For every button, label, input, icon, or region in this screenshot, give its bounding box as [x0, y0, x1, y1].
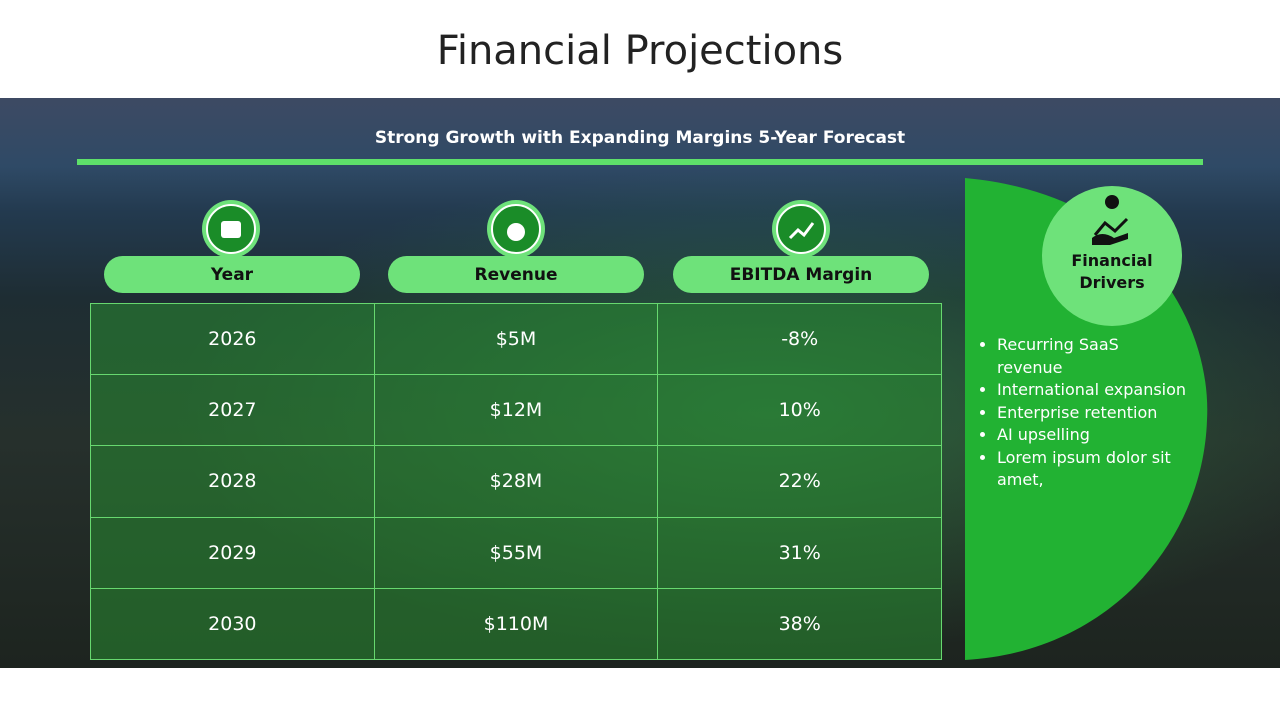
table-row: 2026 $5M -8% — [90, 302, 942, 376]
drivers-list: Recurring SaaS revenueInternational expa… — [978, 334, 1187, 492]
divider — [77, 159, 1203, 165]
title: Financial Projections — [436, 28, 844, 74]
table-cell: 10% — [657, 374, 942, 447]
table-row: 2027 $12M 10% — [90, 374, 942, 447]
table-cell: $12M — [373, 374, 659, 447]
drivers-circle — [1042, 186, 1182, 326]
table-cell: 2030 — [90, 587, 375, 661]
subtitle: Strong Growth with Expanding Margins 5-Y… — [374, 128, 906, 148]
column-header: Revenue — [388, 256, 644, 293]
table-row: 2028 $28M 22% — [90, 445, 942, 518]
drivers-title: Financial Drivers — [1071, 251, 1153, 292]
driver-item: Recurring SaaS revenue — [997, 334, 1187, 379]
table-cell: 2026 — [90, 302, 375, 376]
table-cell: 2029 — [90, 516, 375, 589]
table-cell: 2028 — [90, 445, 375, 518]
table-cell: $55M — [373, 516, 659, 589]
table-cell: $5M — [373, 302, 659, 376]
projection-table: 2026 $5M -8% 2027 $12M 10% 2028 $28M 22% 2029 $55M… — [90, 302, 942, 661]
driver-item: International expansion — [997, 379, 1187, 402]
column-header: EBITDA Margin — [673, 256, 929, 293]
table-row: 2030 $110M 38% — [90, 587, 942, 661]
driver-item: Lorem ipsum dolor sit amet, — [997, 447, 1187, 492]
header-icons — [202, 200, 830, 258]
table-cell: 22% — [657, 445, 942, 518]
driver-item: Enterprise retention — [997, 402, 1187, 425]
table-cell: $110M — [373, 587, 659, 661]
driver-item: AI upselling — [997, 424, 1187, 447]
drivers-icon — [1092, 195, 1129, 245]
table-cell: -8% — [657, 302, 942, 376]
table-cell: $28M — [373, 445, 659, 518]
table-cell: 38% — [657, 587, 942, 661]
column-header: Year — [104, 256, 360, 293]
table-row: 2029 $55M 31% — [90, 516, 942, 589]
table-cell: 31% — [657, 516, 942, 589]
table-cell: 2027 — [90, 374, 375, 447]
